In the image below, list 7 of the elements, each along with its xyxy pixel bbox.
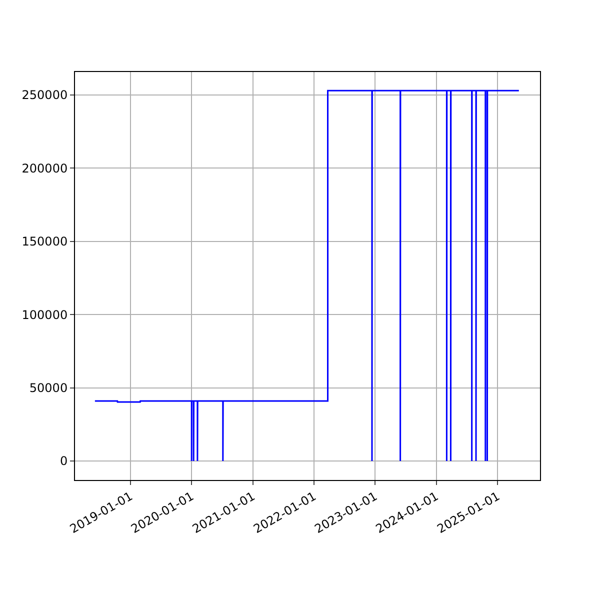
y-tick-label: 0: [60, 454, 68, 468]
line-series: [94, 90, 520, 462]
y-tick-label: 150000: [22, 234, 68, 249]
y-tick-label: 50000: [29, 380, 68, 395]
y-tick-label: 250000: [22, 88, 68, 102]
y-tick-label: 200000: [22, 161, 68, 176]
y-tick-label: 100000: [22, 308, 68, 322]
